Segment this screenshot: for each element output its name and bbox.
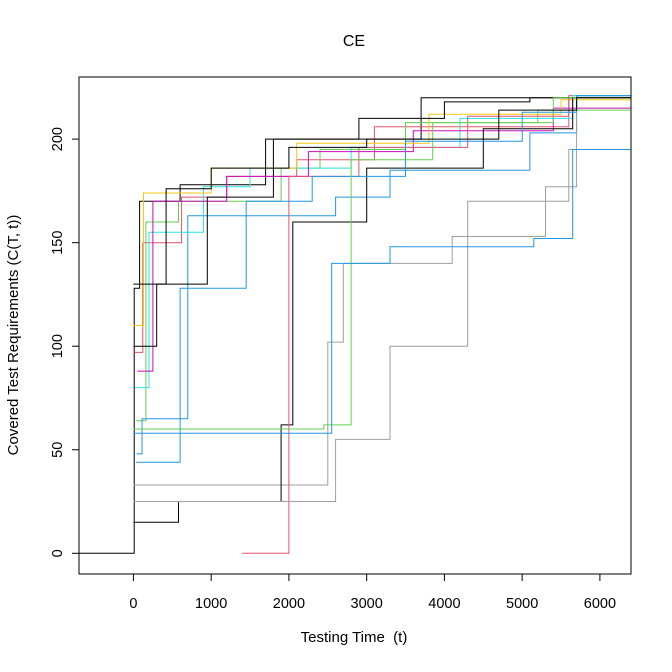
- y-tick-label: 0: [50, 549, 66, 557]
- x-tick-label: 5000: [506, 596, 538, 612]
- x-tick-label: 1000: [195, 596, 227, 612]
- x-tick-label: 0: [129, 596, 137, 612]
- series-line-3: [135, 95, 632, 422]
- y-axis-label: Covered Test Requirements (C(T, t)): [5, 215, 22, 456]
- x-tick-label: 6000: [584, 596, 616, 612]
- series-line-14: [133, 95, 632, 430]
- series-line-16: [133, 95, 632, 434]
- series-line-11: [135, 95, 631, 463]
- x-tick-label: 4000: [428, 596, 460, 612]
- y-axis: 0 50 100 150 200: [50, 127, 80, 557]
- y-tick-label: 50: [50, 442, 66, 458]
- y-tick-label: 100: [50, 334, 66, 358]
- series-line-13: [133, 95, 632, 502]
- series-line-15: [133, 95, 632, 285]
- chart-title: CE: [343, 33, 365, 50]
- y-tick-label: 200: [50, 127, 66, 151]
- y-tick-label: 150: [50, 231, 66, 255]
- x-axis: 0 1000 2000 3000 4000 5000 6000: [129, 573, 616, 612]
- series-line-6: [137, 95, 632, 372]
- series-line-5: [135, 95, 631, 389]
- series-line-2: [134, 95, 631, 353]
- series-line-12: [133, 95, 632, 347]
- series-line-4: [136, 95, 631, 455]
- series-layer: [79, 95, 632, 554]
- x-axis-label: Testing Time (t): [301, 629, 408, 646]
- x-tick-label: 2000: [273, 596, 305, 612]
- x-tick-label: 3000: [351, 596, 383, 612]
- series-line-8: [133, 95, 631, 486]
- series-line-7: [133, 95, 632, 326]
